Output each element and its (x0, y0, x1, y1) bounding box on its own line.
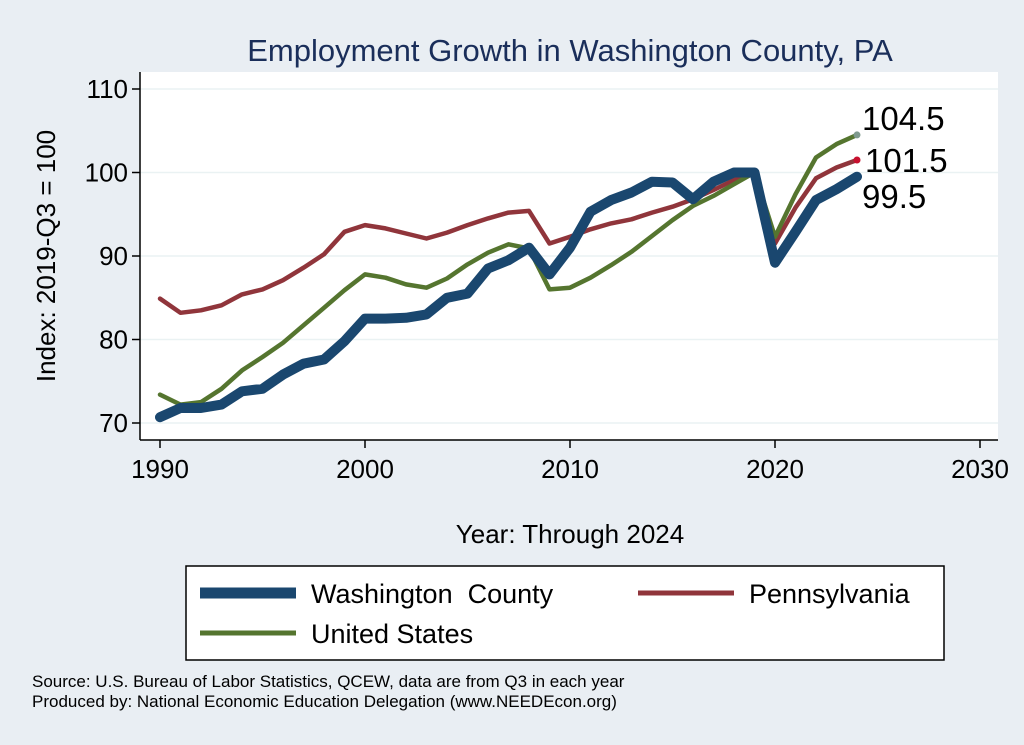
legend-label-united-states: United States (311, 619, 473, 649)
end-point-pennsylvania (853, 156, 861, 164)
end-label-pennsylvania: 101.5 (865, 142, 948, 179)
axes: 70 80 90 100 110 1990 2000 2010 2020 2030 (85, 72, 1009, 484)
legend-label-washington-county: Washington County (311, 579, 554, 609)
y-tick-label-110: 110 (87, 74, 128, 104)
x-tick-label-2020: 2020 (746, 454, 804, 484)
x-tick-label-2010: 2010 (541, 454, 599, 484)
series-line-united-states (157, 132, 860, 407)
x-tick-label-2000: 2000 (336, 454, 394, 484)
legend-label-pennsylvania: Pennsylvania (749, 579, 911, 609)
end-label-united-states: 104.5 (862, 100, 945, 137)
y-tick-label-90: 90 (99, 241, 128, 271)
producer-note: Produced by: National Economic Education… (32, 692, 617, 711)
y-tick-label-70: 70 (99, 408, 128, 438)
y-axis-label: Index: 2019-Q3 = 100 (31, 130, 61, 382)
end-point-united-states (853, 131, 861, 139)
x-tick-label-2030: 2030 (951, 454, 1009, 484)
legend: Washington County Pennsylvania United St… (185, 565, 945, 661)
chart-title: Employment Growth in Washington County, … (247, 33, 893, 68)
series-line-washington-county (155, 167, 862, 423)
end-label-washington-county: 99.5 (862, 178, 926, 215)
x-tick-label-1990: 1990 (131, 454, 189, 484)
source-note: Source: U.S. Bureau of Labor Statistics,… (32, 672, 625, 691)
x-axis-label: Year: Through 2024 (456, 519, 684, 549)
legend-box (185, 565, 945, 661)
end-labels: 104.5 101.599.5 (862, 100, 948, 215)
y-tick-label-100: 100 (85, 158, 128, 188)
y-tick-label-80: 80 (99, 325, 128, 355)
series-layer (155, 131, 862, 423)
